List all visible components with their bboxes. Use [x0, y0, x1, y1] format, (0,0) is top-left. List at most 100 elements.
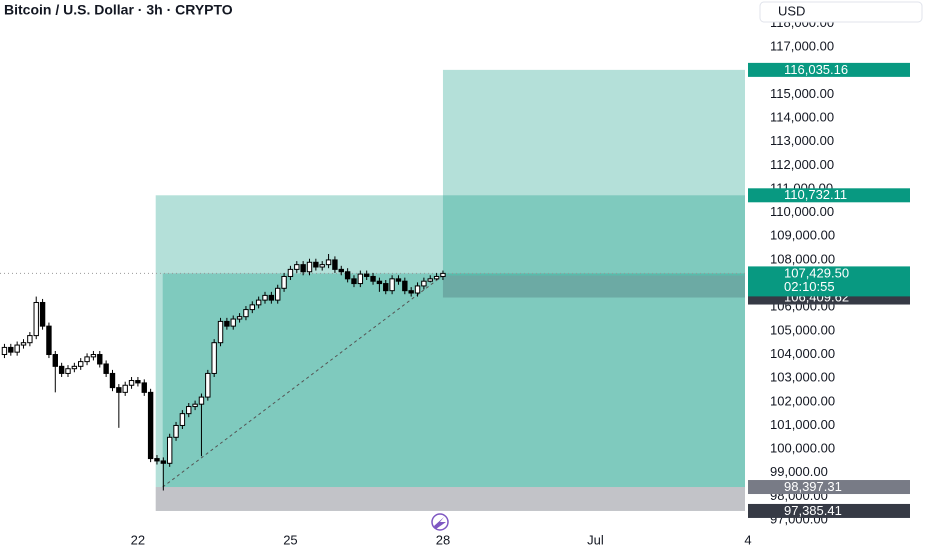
- candle-body: [135, 380, 141, 384]
- candle-body: [243, 309, 249, 318]
- candle-body: [313, 261, 319, 268]
- candle-body: [230, 318, 236, 327]
- x-tick-label: 4: [744, 532, 751, 547]
- currency-box[interactable]: [759, 1, 923, 23]
- candle-body: [363, 273, 370, 277]
- candle-body: [370, 275, 376, 282]
- logo: [431, 513, 449, 531]
- candle-body: [186, 406, 192, 415]
- y-tick-label: 115,000.00: [770, 86, 834, 101]
- y-tick-label: 100,000.00: [770, 441, 835, 456]
- candle-body: [433, 275, 440, 280]
- chart-title: Bitcoin / U.S. Dollar · 3h · CRYPTO: [4, 2, 233, 18]
- candle-body: [414, 285, 421, 294]
- candle-body: [97, 354, 103, 365]
- price-tag-label: 110,732.11: [784, 187, 847, 202]
- y-tick-label: 99,000.00: [770, 464, 828, 479]
- candle-body: [65, 368, 71, 374]
- profit-zone: [442, 69, 745, 276]
- currency[interactable]: USD: [778, 3, 805, 18]
- candle-body: [357, 273, 364, 285]
- x-tick-label: 25: [283, 532, 297, 547]
- candle-body: [224, 320, 230, 327]
- y-tick-label: 108,000.00: [770, 251, 835, 266]
- candle-body: [211, 342, 217, 374]
- x-tick-label: 28: [436, 532, 450, 547]
- candle-body: [383, 283, 389, 292]
- candle-body: [8, 346, 14, 353]
- price-tag: [748, 188, 910, 203]
- candle-body: [408, 290, 414, 294]
- candle-body: [109, 372, 116, 389]
- candle-body: [281, 275, 287, 289]
- x-tick-label: 22: [131, 532, 145, 547]
- candle-body: [275, 287, 281, 301]
- candle-body: [319, 264, 325, 268]
- price-tag-label: 98,397.31: [784, 479, 842, 494]
- candle-body: [325, 259, 332, 266]
- candle-body: [262, 294, 268, 301]
- candle-body: [27, 335, 33, 344]
- y-tick-label: 101,000.00: [770, 417, 835, 432]
- candle-body: [351, 278, 357, 285]
- candle-body: [78, 361, 84, 367]
- candle-body: [20, 342, 27, 346]
- candle-body: [84, 356, 90, 363]
- profit-zone: [155, 195, 745, 488]
- price-tag: [748, 480, 910, 495]
- candle-body: [338, 268, 344, 273]
- stop-zone: [442, 275, 745, 298]
- candle-body: [141, 382, 147, 393]
- countdown: 02:10:55: [784, 279, 835, 294]
- candle-body: [376, 280, 383, 285]
- candle-body: [300, 264, 306, 273]
- position-zones: [0, 69, 748, 511]
- stop-zone: [155, 487, 745, 511]
- y-tick-label: 103,000.00: [770, 370, 835, 385]
- candle-body: [294, 264, 300, 270]
- y-tick-label: 110,000.00: [770, 204, 834, 219]
- candle-body: [268, 294, 275, 301]
- candle-body: [255, 299, 262, 306]
- candle-body: [249, 304, 255, 311]
- open-profit-zone: [162, 273, 745, 488]
- candle-body: [344, 271, 351, 280]
- candle-body: [205, 372, 211, 398]
- connector: [162, 275, 444, 488]
- candle-body: [122, 384, 128, 393]
- candle-body: [1, 346, 8, 356]
- price-tag-label: 116,035.16: [784, 62, 848, 77]
- y-tick-label: 117,000.00: [770, 39, 834, 54]
- price-axis: 97,000.0098,000.0099,000.00100,000.00101…: [131, 15, 910, 547]
- y-tick-label: 105,000.00: [770, 322, 835, 337]
- candle-body: [395, 278, 402, 282]
- candle-body: [33, 301, 39, 337]
- candle-body: [128, 380, 135, 386]
- candle-body: [90, 354, 97, 358]
- candle-body: [71, 365, 78, 370]
- candle-body: [179, 413, 186, 426]
- candle-body: [236, 316, 243, 320]
- price-tag-label: 107,429.50: [784, 265, 849, 280]
- candle-body: [58, 365, 65, 374]
- price-tag: [748, 62, 910, 77]
- price-tag: [748, 503, 910, 518]
- y-tick-label: 104,000.00: [770, 346, 835, 361]
- candle-body: [440, 272, 446, 277]
- candle-body: [103, 363, 109, 374]
- candle-body: [166, 436, 173, 464]
- candle-body: [116, 387, 122, 393]
- candle-body: [402, 280, 408, 292]
- candle-body: [14, 344, 20, 353]
- candle-body: [173, 424, 179, 438]
- candle-body: [287, 268, 294, 277]
- candle-body: [427, 278, 433, 282]
- candles: [1, 254, 446, 491]
- y-tick-label: 102,000.00: [770, 393, 835, 408]
- price-tag-label: 97,385.41: [784, 503, 842, 518]
- candle-body: [154, 458, 160, 462]
- candle-body: [39, 301, 46, 327]
- candle-body: [52, 354, 58, 367]
- candle-body: [217, 320, 224, 344]
